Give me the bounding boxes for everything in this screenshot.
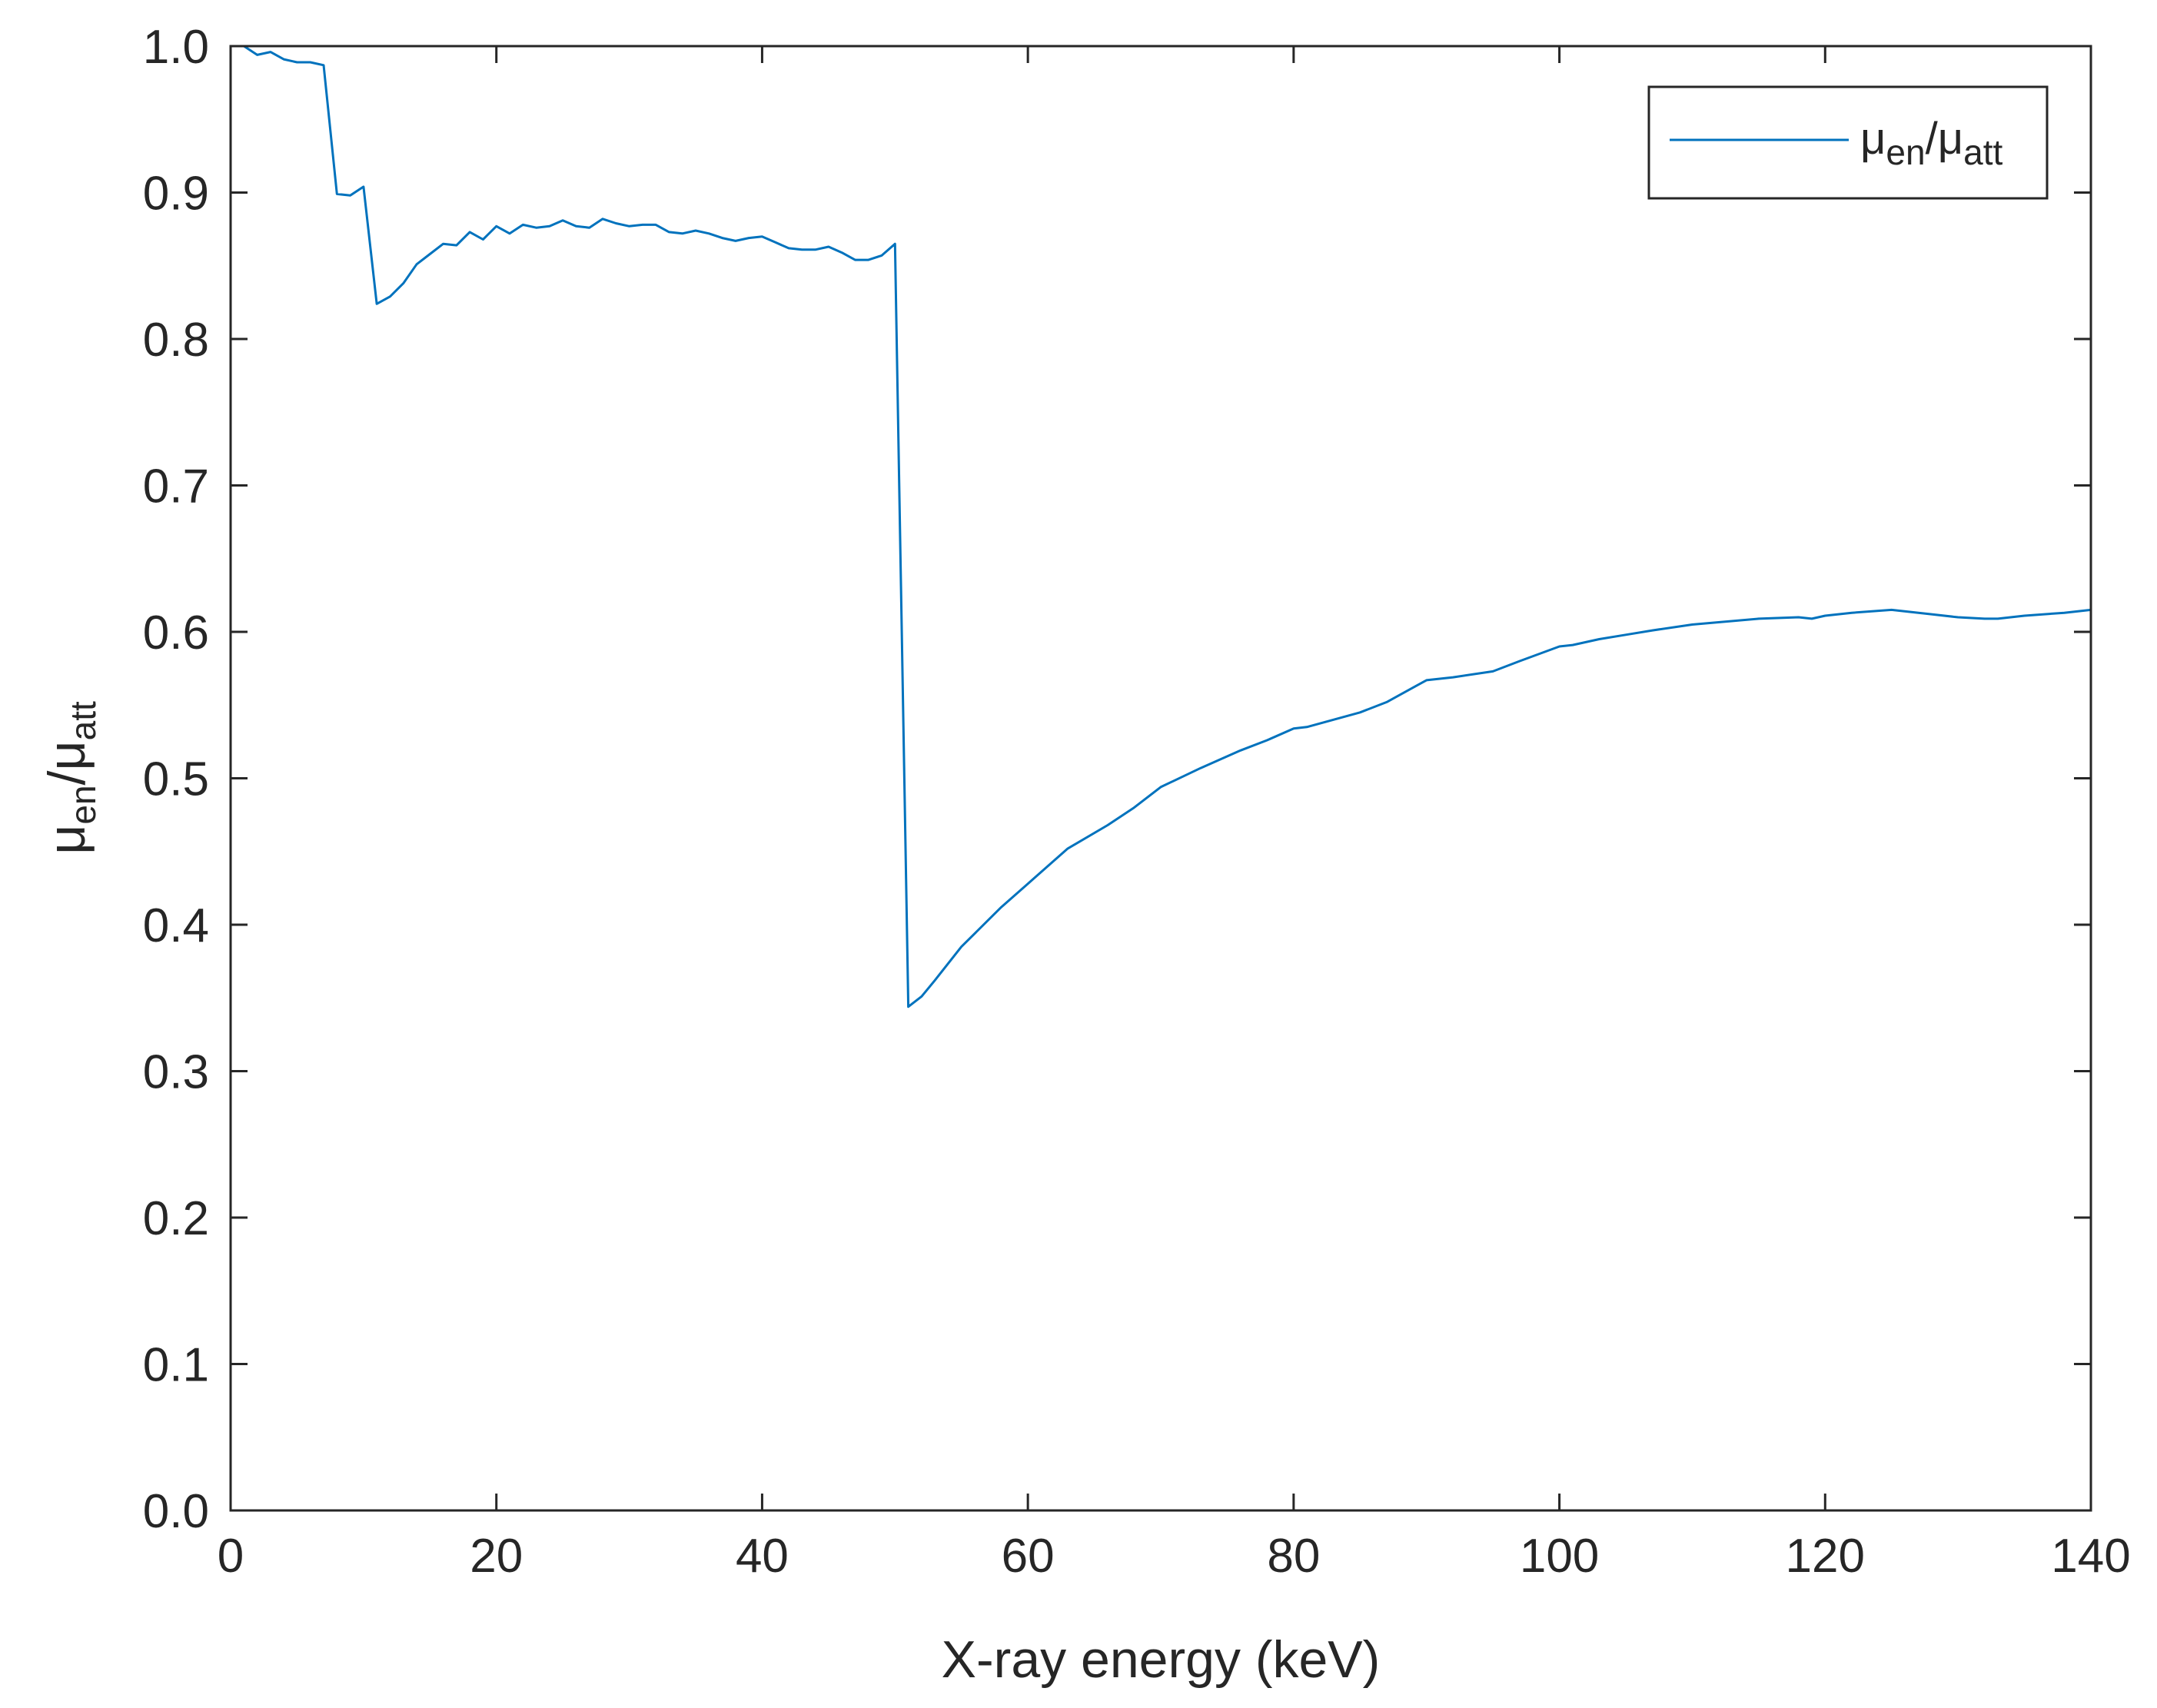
x-tick-label: 20 — [470, 1530, 523, 1583]
axis-tick-labels: 0 20 40 60 80 100 120 140 0.0 0.1 0.2 0.3 0.4 0.5 0.6 0… — [143, 21, 2131, 1583]
legend: μen/μatt — [1647, 85, 2049, 200]
y-tick-label: 0.4 — [143, 899, 209, 952]
x-tick-label: 100 — [1520, 1530, 1599, 1583]
plot-area — [231, 46, 2091, 1510]
x-tick-label: 140 — [2051, 1530, 2130, 1583]
x-tick-label: 0 — [218, 1530, 244, 1583]
legend-box — [1647, 85, 2049, 200]
y-tick-label: 0.2 — [143, 1192, 209, 1245]
x-tick-label: 40 — [736, 1530, 789, 1583]
y-tick-label: 0.9 — [143, 168, 209, 221]
x-axis-label: X-ray energy (keV) — [942, 1630, 1381, 1689]
plot-frame — [229, 45, 2092, 1512]
series-line-men-matt — [243, 45, 2092, 1009]
y-tick-label: 0.5 — [143, 753, 209, 806]
y-axis-label: μen/μatt — [38, 701, 103, 855]
y-tick-label: 0.8 — [143, 314, 209, 367]
x-tick-label: 120 — [1786, 1530, 1865, 1583]
y-tick-label: 0.7 — [143, 460, 209, 513]
y-tick-label: 0.6 — [143, 606, 209, 660]
x-tick-label: 60 — [1002, 1530, 1055, 1583]
y-tick-label: 0.0 — [143, 1485, 209, 1538]
y-tick-label: 0.3 — [143, 1046, 209, 1099]
legend-label: μen/μatt — [1860, 114, 2003, 172]
x-tick-label: 80 — [1267, 1530, 1320, 1583]
y-tick-label: 0.1 — [143, 1339, 209, 1392]
y-tick-label: 1.0 — [143, 21, 209, 74]
